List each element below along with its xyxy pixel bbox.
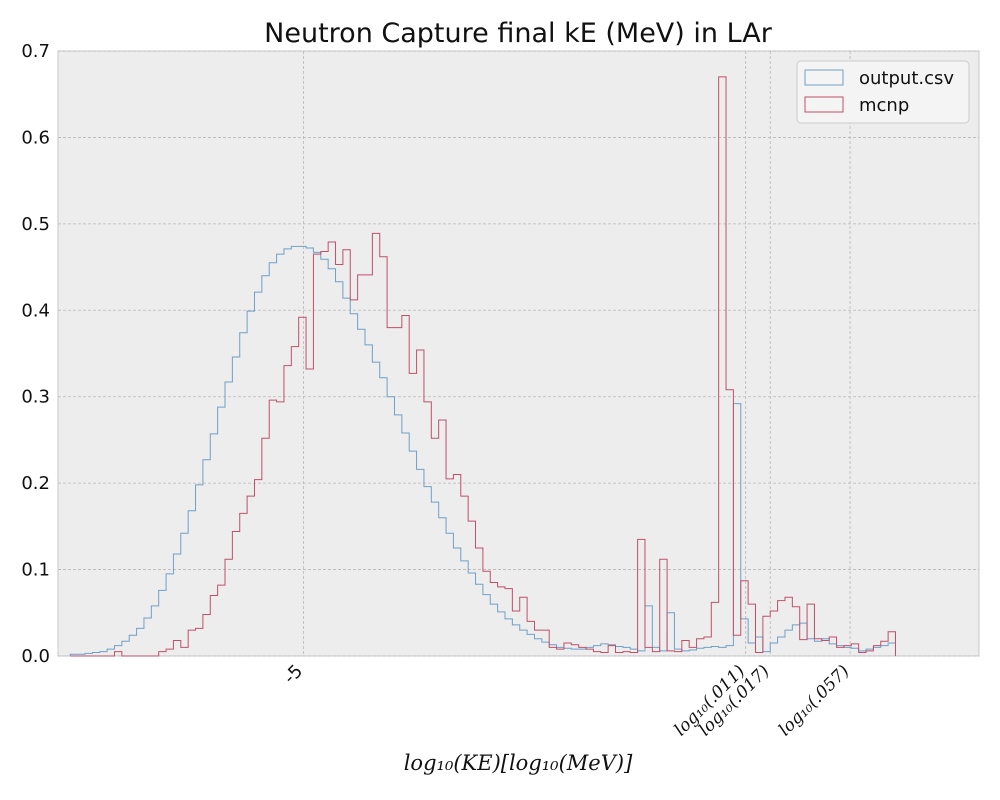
series-mcnp (70, 76, 896, 657)
legend-label: mcnp (859, 95, 909, 116)
x-axis-ticks: -5 log₁₀(.011)log₁₀(.017) log₁₀(.057) (280, 661, 854, 740)
series-layer (69, 76, 896, 657)
grid-lines (58, 50, 979, 657)
y-tick-label: 0.1 (21, 560, 50, 581)
x-axis-label: log₁₀(KE)[log₁₀(MeV)] (404, 751, 633, 775)
y-tick-label: 0.7 (21, 41, 50, 62)
plot-area (57, 50, 980, 657)
legend-swatch (804, 69, 844, 86)
y-tick-label: 0.3 (21, 387, 50, 408)
legend-box (796, 60, 970, 124)
chart-title: Neutron Capture final kE (MeV) in LAr (264, 18, 773, 49)
legend-label: output.csv (859, 68, 954, 89)
histogram-step-line (70, 76, 896, 657)
y-tick-label: 0.5 (21, 214, 50, 235)
y-tick-label: 0.6 (21, 127, 50, 148)
y-tick-label: 0.0 (21, 646, 50, 667)
y-tick-label: 0.4 (21, 300, 50, 321)
y-axis-ticks: 0.0 0.1 0.2 0.3 0.4 0.5 0.6 0.7 (21, 41, 50, 667)
legend-swatch (804, 96, 844, 113)
legend: output.csv mcnp (796, 60, 970, 124)
x-tick-label: -5 (280, 661, 308, 689)
x-tick-label: log₁₀(.057) (775, 661, 854, 740)
y-tick-label: 0.2 (21, 473, 50, 494)
